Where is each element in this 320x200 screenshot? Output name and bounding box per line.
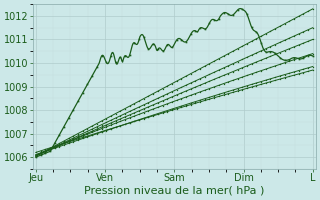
X-axis label: Pression niveau de la mer( hPa ): Pression niveau de la mer( hPa ) <box>84 186 264 196</box>
